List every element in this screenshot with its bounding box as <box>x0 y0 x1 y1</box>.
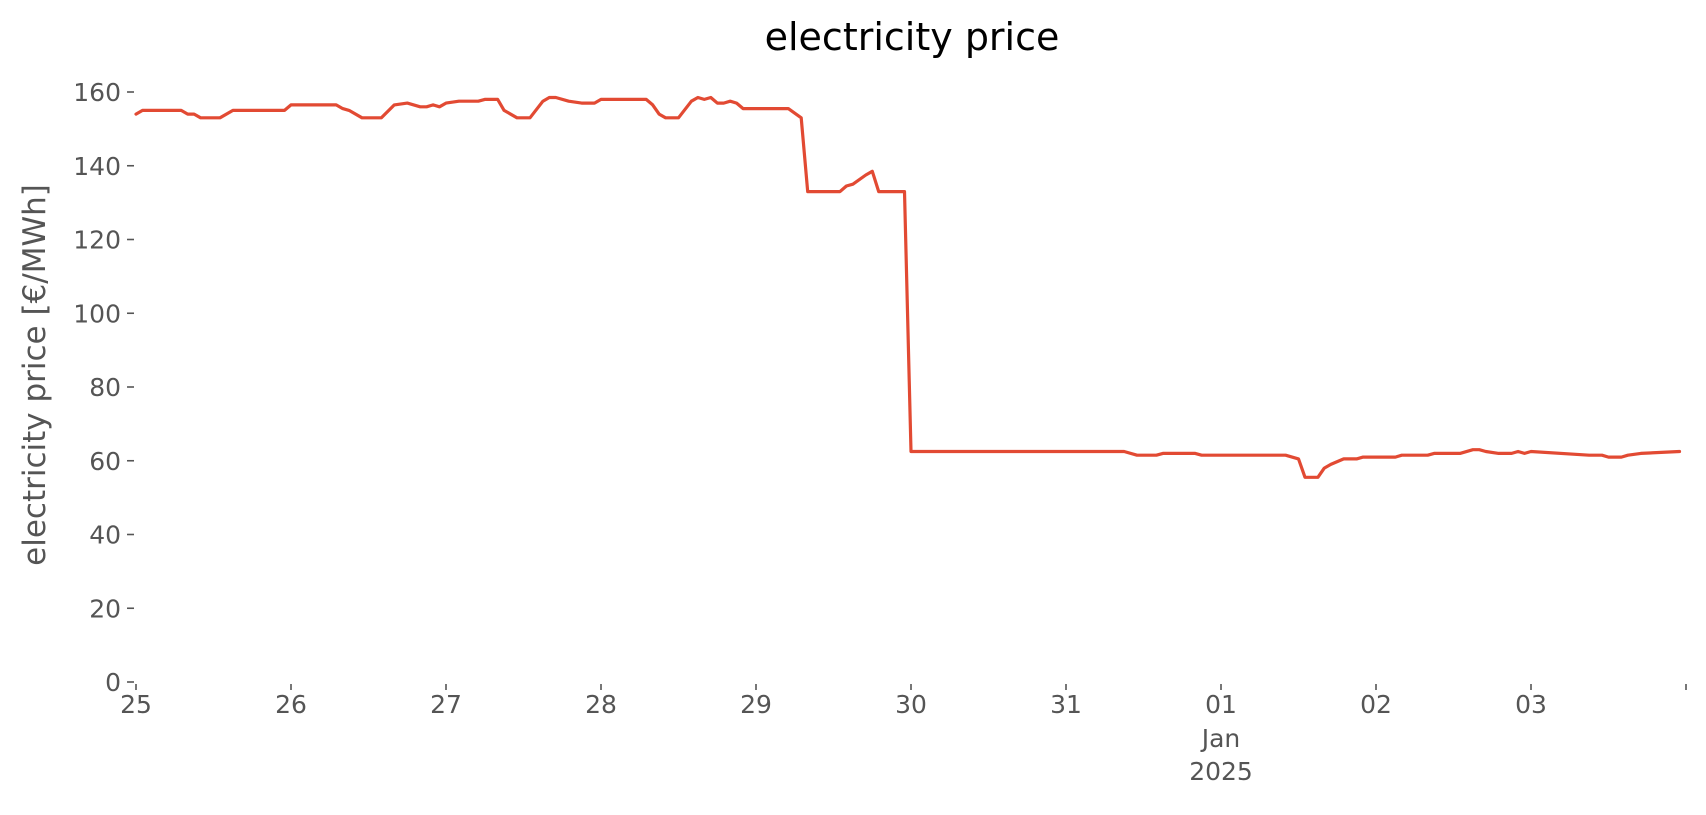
y-tick-label: 100 <box>73 299 121 328</box>
x-tick-label: 25 <box>120 690 152 719</box>
price-series-line <box>134 95 1682 479</box>
x-tick-label: 02 <box>1360 690 1392 719</box>
x-tick-label: 26 <box>275 690 307 719</box>
x-tick-label: 28 <box>585 690 617 719</box>
x-axis: 25 26 27 28 29 30 31 01 Jan 2025 02 03 <box>120 684 1687 786</box>
series-group <box>134 95 1682 479</box>
chart-title: electricity price <box>765 15 1060 59</box>
y-tick-label: 140 <box>73 152 121 181</box>
y-tick-label: 0 <box>105 668 121 697</box>
x-tick-label: 30 <box>895 690 927 719</box>
y-tick-label: 40 <box>89 521 121 550</box>
x-tick-label: 03 <box>1515 690 1547 719</box>
x-tick-sublabel: Jan <box>1200 724 1241 753</box>
y-tick-label: 120 <box>73 226 121 255</box>
y-axis-label: electricity price [€/MWh] <box>17 184 53 566</box>
x-tick-label: 29 <box>740 690 772 719</box>
y-tick-label: 20 <box>89 594 121 623</box>
y-tick-label: 160 <box>73 78 121 107</box>
x-tick-label: 27 <box>430 690 462 719</box>
x-tick-year: 2025 <box>1189 757 1253 786</box>
x-tick-label: 01 <box>1205 690 1237 719</box>
y-tick-label: 80 <box>89 373 121 402</box>
y-axis: 0 20 40 60 80 100 120 140 160 <box>73 78 134 697</box>
y-tick-label: 60 <box>89 447 121 476</box>
x-tick-label: 31 <box>1050 690 1082 719</box>
